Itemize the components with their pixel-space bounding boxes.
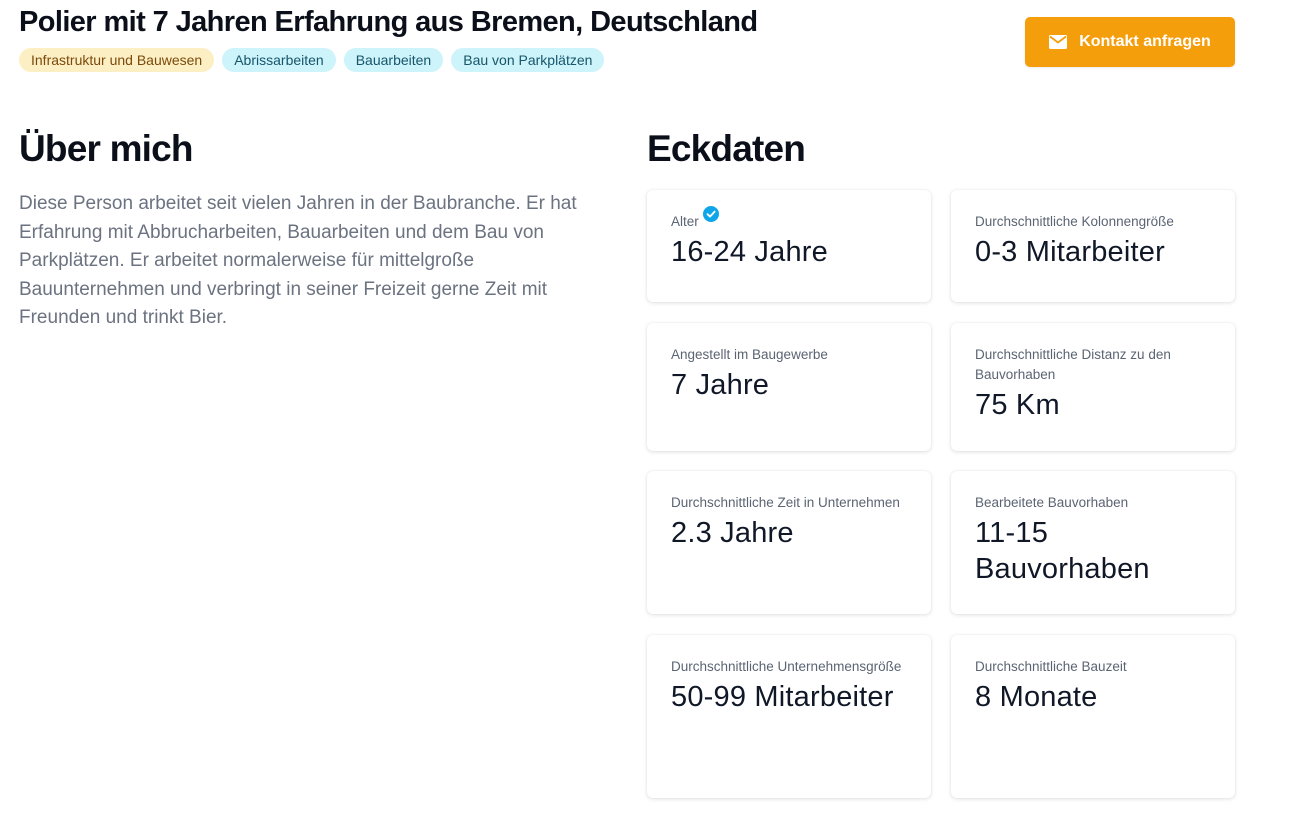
fact-value-crew-size: 0-3 Mitarbeiter (975, 236, 1165, 268)
fact-card-company-tenure: Durchschnittliche Zeit in Unternehmen 2.… (647, 471, 931, 614)
tag-list: Infrastruktur und Bauwesen Abrissarbeite… (19, 48, 605, 72)
fact-value-distance: 75 Km (975, 389, 1060, 421)
tag-demolition[interactable]: Abrissarbeiten (222, 48, 336, 72)
fact-value-company-size: 50-99 Mitarbeiter (671, 681, 894, 713)
page-title: Polier mit 7 Jahren Erfahrung aus Bremen… (19, 6, 758, 38)
contact-request-label: Kontakt anfragen (1079, 33, 1211, 50)
tag-construction[interactable]: Bauarbeiten (343, 48, 444, 72)
mail-icon (1049, 35, 1068, 49)
fact-label-distance: Durchschnittliche Distanz zu den Bauvorh… (975, 347, 1171, 382)
facts-title: Eckdaten (647, 128, 806, 169)
fact-value-company-tenure: 2.3 Jahre (671, 517, 794, 549)
fact-value-employment: 7 Jahre (671, 369, 770, 401)
fact-label-company-tenure: Durchschnittliche Zeit in Unternehmen (671, 495, 900, 510)
fact-card-age: Alter 16-24 Jahre (647, 190, 931, 302)
fact-card-label: Alter (671, 206, 907, 232)
fact-value-age: 16-24 Jahre (671, 236, 828, 268)
tag-parking-construction[interactable]: Bau von Parkplätzen (451, 48, 605, 72)
fact-value-projects: 11-15 Bauvorhaben (975, 517, 1150, 585)
fact-value-construction-time: 8 Monate (975, 681, 1098, 713)
fact-label-employment: Angestellt im Baugewerbe (671, 347, 828, 362)
fact-label-projects: Bearbeitete Bauvorhaben (975, 495, 1129, 510)
tag-industry[interactable]: Infrastruktur und Bauwesen (19, 48, 215, 72)
fact-label-company-size: Durchschnittliche Unternehmensgröße (671, 659, 902, 674)
fact-label-age: Alter (671, 214, 699, 229)
fact-card-company-size: Durchschnittliche Unternehmensgröße 50-9… (647, 635, 931, 798)
fact-card-crew-size: Durchschnittliche Kolonnengröße 0-3 Mita… (951, 190, 1235, 302)
fact-label-construction-time: Durchschnittliche Bauzeit (975, 659, 1127, 674)
fact-card-construction-time: Durchschnittliche Bauzeit 8 Monate (951, 635, 1235, 798)
fact-card-projects: Bearbeitete Bauvorhaben 11-15 Bauvorhabe… (951, 471, 1235, 614)
fact-card-employment: Angestellt im Baugewerbe 7 Jahre (647, 323, 931, 451)
contact-request-button[interactable]: Kontakt anfragen (1025, 17, 1235, 67)
about-title: Über mich (19, 128, 194, 169)
fact-label-crew-size: Durchschnittliche Kolonnengröße (975, 214, 1174, 229)
fact-card-distance: Durchschnittliche Distanz zu den Bauvorh… (951, 323, 1235, 451)
verified-check-icon (702, 206, 719, 222)
about-text: Diese Person arbeitet seit vielen Jahren… (19, 193, 577, 328)
